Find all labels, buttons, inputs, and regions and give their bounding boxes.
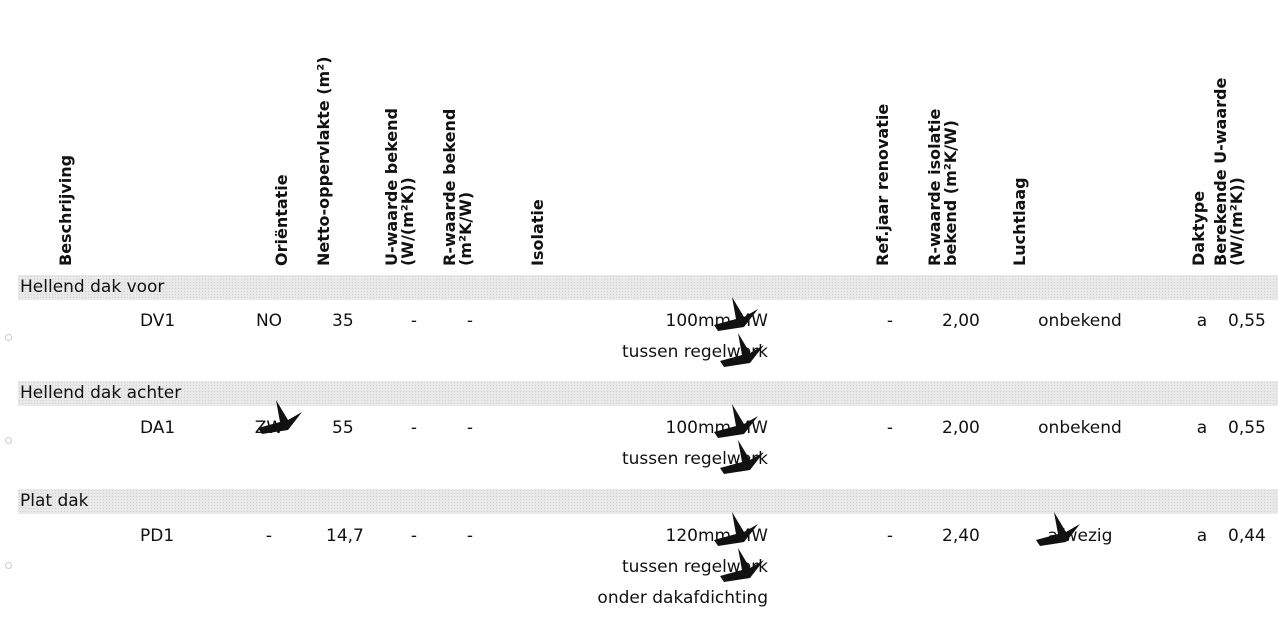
isolatie-line: tussen regelwerk (621, 342, 768, 362)
header-ref-jaar-renovatie: Ref.jaar renovatie (873, 103, 892, 266)
cell-daktype: a (1196, 526, 1208, 546)
group-band: Plat dak (18, 489, 1278, 514)
cell-u-bekend: - (410, 526, 418, 546)
isolatie-line: onder dakafdichting (597, 588, 768, 608)
ink-mark-icon (714, 512, 758, 546)
header-orientatie: Oriëntatie (272, 174, 291, 266)
cell-beschrijving: DA1 (140, 418, 176, 438)
ink-mark-icon (714, 297, 758, 331)
cell-netto: 55 (332, 418, 354, 438)
cell-berekende-u: 0,55 (1228, 418, 1266, 438)
group-band: Hellend dak voor (18, 275, 1278, 300)
header-r-waarde-bekend-line2: (m²K/W) (456, 191, 475, 266)
header-berekende-u-waarde: Berekende U-waarde (W/(m²K)) (1211, 78, 1246, 266)
ink-mark-icon (720, 333, 764, 367)
cell-r-isolatie: 2,00 (942, 418, 980, 438)
ink-mark-icon (720, 440, 764, 474)
cell-berekende-u: 0,55 (1228, 311, 1266, 331)
header-daktype: Daktype (1189, 190, 1208, 266)
ink-mark-icon (720, 548, 764, 582)
isolatie-line: tussen regelwerk (621, 449, 768, 469)
header-u-waarde-bekend: U-waarde bekend (W/(m²K)) (382, 108, 417, 266)
cell-orientatie: - (265, 526, 273, 546)
row-marker-dot (5, 437, 12, 444)
cell-ref-jaar: - (886, 311, 894, 331)
cell-r-isolatie: 2,00 (942, 311, 980, 331)
cell-berekende-u: 0,44 (1228, 526, 1266, 546)
isolatie-line: tussen regelwerk (621, 557, 768, 577)
header-beschrijving: Beschrijving (56, 154, 75, 266)
cell-r-bekend: - (466, 418, 474, 438)
row-marker-dot (5, 562, 12, 569)
header-r-waarde-isolatie: R-waarde isolatie bekend (m²K/W) (925, 109, 960, 266)
cell-r-isolatie: 2,40 (942, 526, 980, 546)
cell-daktype: a (1196, 311, 1208, 331)
cell-u-bekend: - (410, 311, 418, 331)
header-luchtlaag: Luchtlaag (1010, 177, 1029, 266)
cell-u-bekend: - (410, 418, 418, 438)
ink-mark-icon (1036, 512, 1080, 546)
cell-netto: 35 (332, 311, 354, 331)
cell-r-bekend: - (466, 526, 474, 546)
cell-beschrijving: PD1 (140, 526, 175, 546)
cell-daktype: a (1196, 418, 1208, 438)
row-marker-dot (5, 334, 12, 341)
header-berekende-u-waarde-line2: (W/(m²K)) (1227, 177, 1246, 266)
cell-ref-jaar: - (886, 526, 894, 546)
cell-orientatie: NO (255, 311, 283, 331)
ink-mark-icon (258, 400, 302, 434)
cell-beschrijving: DV1 (140, 311, 176, 331)
header-u-waarde-bekend-line2: (W/(m²K)) (398, 177, 417, 266)
header-r-waarde-isolatie-line2: bekend (m²K/W) (941, 120, 960, 266)
cell-luchtlaag: onbekend (1038, 311, 1122, 331)
header-r-waarde-bekend: R-waarde bekend (m²K/W) (440, 109, 475, 266)
cell-ref-jaar: - (886, 418, 894, 438)
cell-luchtlaag: onbekend (1038, 418, 1122, 438)
group-band: Hellend dak achter (18, 381, 1278, 406)
ink-mark-icon (714, 404, 758, 438)
cell-r-bekend: - (466, 311, 474, 331)
cell-netto: 14,7 (326, 526, 364, 546)
header-isolatie: Isolatie (528, 199, 547, 266)
header-netto-oppervlakte: Netto-oppervlakte (m²) (314, 56, 333, 266)
